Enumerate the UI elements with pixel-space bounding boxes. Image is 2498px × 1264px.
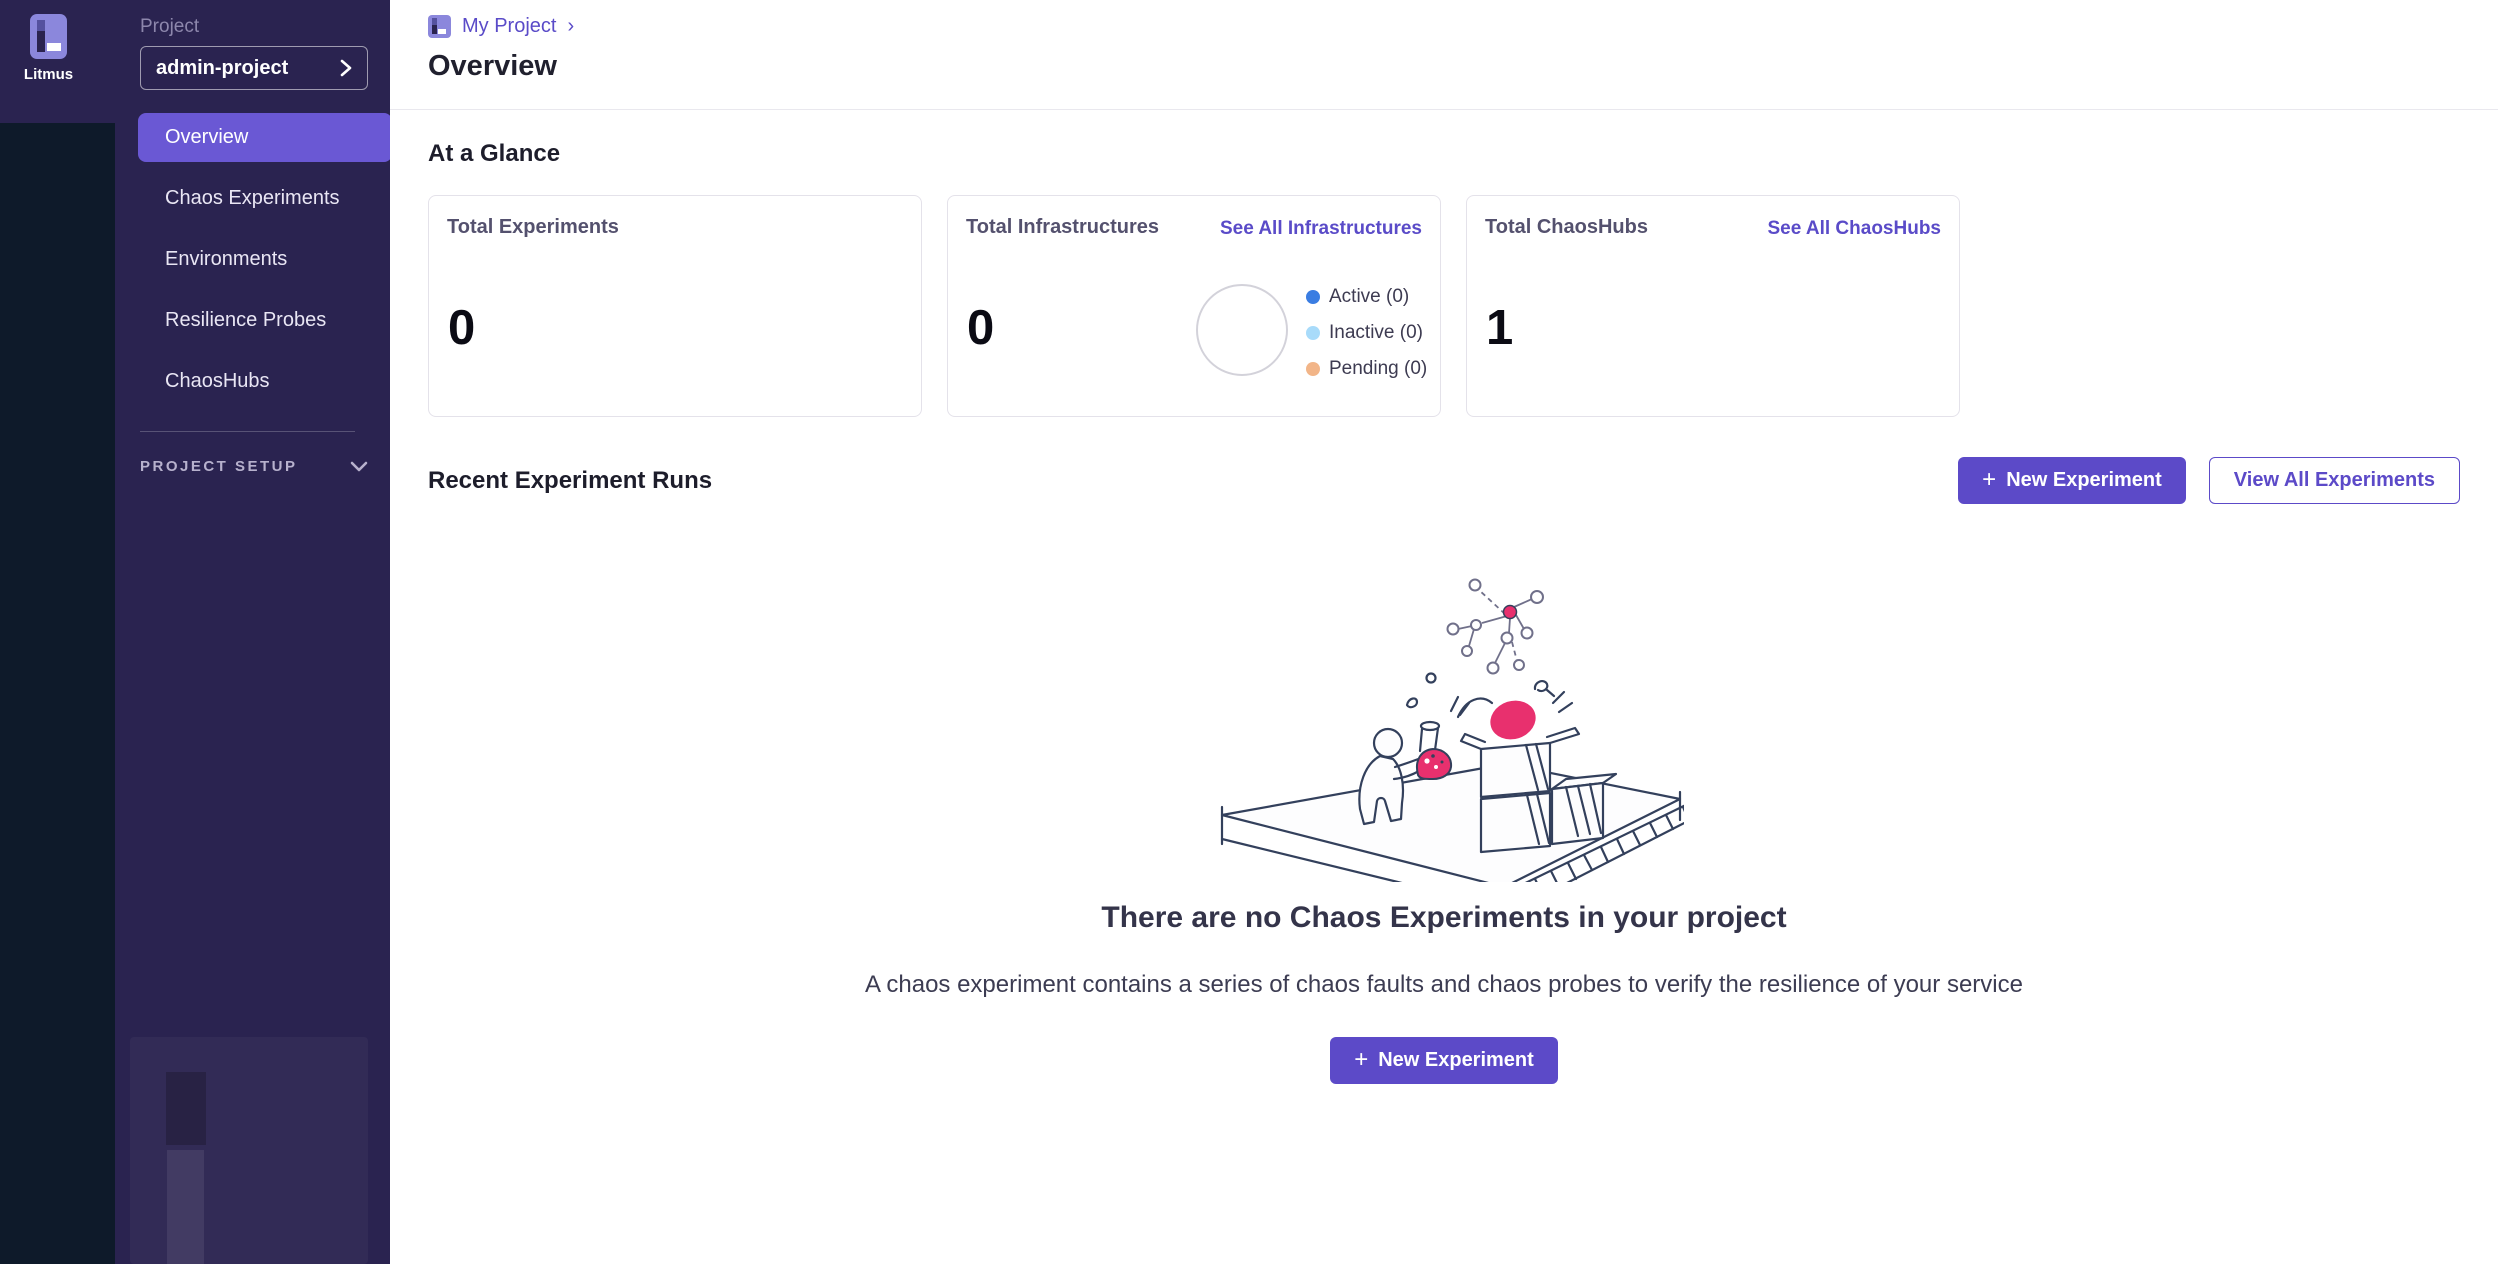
page-header: My Project › Overview	[390, 0, 2498, 110]
empty-state-description: A chaos experiment contains a series of …	[865, 971, 2023, 998]
page-content: At a Glance Total Experiments 0 Total In…	[390, 110, 2498, 1084]
sidebar-item-overview[interactable]: Overview	[138, 113, 392, 162]
sidebar-item-chaoshubs[interactable]: ChaosHubs	[138, 357, 392, 406]
empty-state-illustration	[1220, 578, 1700, 912]
left-rail	[0, 123, 115, 1264]
breadcrumb-my-project[interactable]: My Project	[462, 14, 557, 37]
sidebar-nav: Overview Chaos Experiments Environments …	[138, 113, 392, 418]
project-setup-label: PROJECT SETUP	[140, 458, 298, 475]
chevron-down-icon	[350, 461, 368, 472]
sidebar-item-resilience-probes[interactable]: Resilience Probes	[138, 296, 392, 345]
see-all-chaoshubs-link[interactable]: See All ChaosHubs	[1767, 218, 1941, 239]
card-title: Total Experiments	[447, 216, 619, 238]
infrastructures-donut-chart	[1196, 284, 1288, 376]
sidebar-item-label: Chaos Experiments	[165, 187, 340, 209]
card-total-chaoshubs: Total ChaosHubs See All ChaosHubs 1	[1466, 195, 1960, 417]
plus-icon: +	[1354, 1045, 1369, 1073]
litmus-logo	[30, 14, 67, 59]
card-title: Total Infrastructures	[966, 216, 1159, 238]
new-experiment-cta-button[interactable]: + New Experiment	[1330, 1037, 1558, 1084]
page-title: Overview	[428, 50, 557, 82]
recent-experiment-runs-heading: Recent Experiment Runs	[428, 466, 713, 494]
card-total-experiments: Total Experiments 0	[428, 195, 922, 417]
card-title: Total ChaosHubs	[1485, 216, 1648, 238]
total-infrastructures-count: 0	[967, 301, 996, 355]
total-experiments-count: 0	[448, 301, 477, 355]
new-experiment-button[interactable]: + New Experiment	[1958, 457, 2186, 504]
brand-name: Litmus	[23, 66, 74, 83]
legend-row-inactive: Inactive (0)	[1306, 322, 1427, 344]
active-dot	[1306, 290, 1320, 304]
plus-icon: +	[1982, 465, 1997, 493]
pending-dot	[1306, 362, 1320, 376]
project-selector-value: admin-project	[156, 56, 289, 79]
sidebar-item-label: Resilience Probes	[165, 309, 327, 331]
sidebar-item-label: Environments	[165, 248, 288, 270]
legend-row-pending: Pending (0)	[1306, 358, 1427, 380]
logo-glyph	[37, 20, 45, 33]
see-all-infrastructures-link[interactable]: See All Infrastructures	[1219, 218, 1422, 239]
legend-row-active: Active (0)	[1306, 286, 1427, 308]
project-setup-toggle[interactable]: PROJECT SETUP	[140, 458, 368, 475]
recent-runs-header: Recent Experiment Runs + New Experiment …	[428, 457, 2460, 504]
chevron-right-icon	[340, 59, 352, 77]
main-area: My Project › Overview At a Glance Total …	[390, 0, 2498, 1264]
project-icon	[428, 14, 451, 38]
breadcrumb-separator: ›	[567, 14, 575, 37]
sidebar-item-label: ChaosHubs	[165, 370, 270, 392]
sidebar-footer-placeholder	[130, 1037, 368, 1264]
sidebar-item-label: Overview	[165, 126, 249, 148]
project-label: Project	[140, 16, 200, 37]
sidebar: Project admin-project Overview Chaos Exp…	[115, 0, 392, 1264]
at-a-glance-heading: At a Glance	[428, 140, 561, 167]
card-total-infrastructures: Total Infrastructures See All Infrastruc…	[947, 195, 1441, 417]
total-chaoshubs-count: 1	[1486, 301, 1515, 355]
project-selector[interactable]: admin-project	[140, 46, 368, 90]
empty-state-heading: There are no Chaos Experiments in your p…	[1101, 901, 1787, 934]
glance-cards: Total Experiments 0 Total Infrastructure…	[428, 195, 2460, 417]
breadcrumb: My Project ›	[428, 14, 2498, 38]
view-all-experiments-button[interactable]: View All Experiments	[2208, 457, 2460, 504]
sidebar-item-environments[interactable]: Environments	[138, 235, 392, 284]
infrastructures-legend: Active (0) Inactive (0) Pending (0)	[1306, 286, 1427, 394]
empty-state: There are no Chaos Experiments in your p…	[428, 504, 2460, 1084]
sidebar-divider	[140, 431, 355, 432]
sidebar-item-chaos-experiments[interactable]: Chaos Experiments	[138, 174, 392, 223]
inactive-dot	[1306, 326, 1320, 340]
